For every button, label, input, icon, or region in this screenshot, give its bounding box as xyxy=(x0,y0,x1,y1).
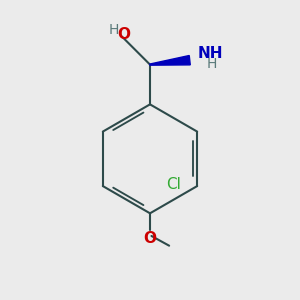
Text: O: O xyxy=(143,231,157,246)
Text: NH: NH xyxy=(198,46,224,61)
Text: Cl: Cl xyxy=(166,177,181,192)
Text: H: H xyxy=(109,23,119,37)
Text: H: H xyxy=(207,57,217,71)
Text: O: O xyxy=(117,27,130,42)
Polygon shape xyxy=(150,56,190,65)
